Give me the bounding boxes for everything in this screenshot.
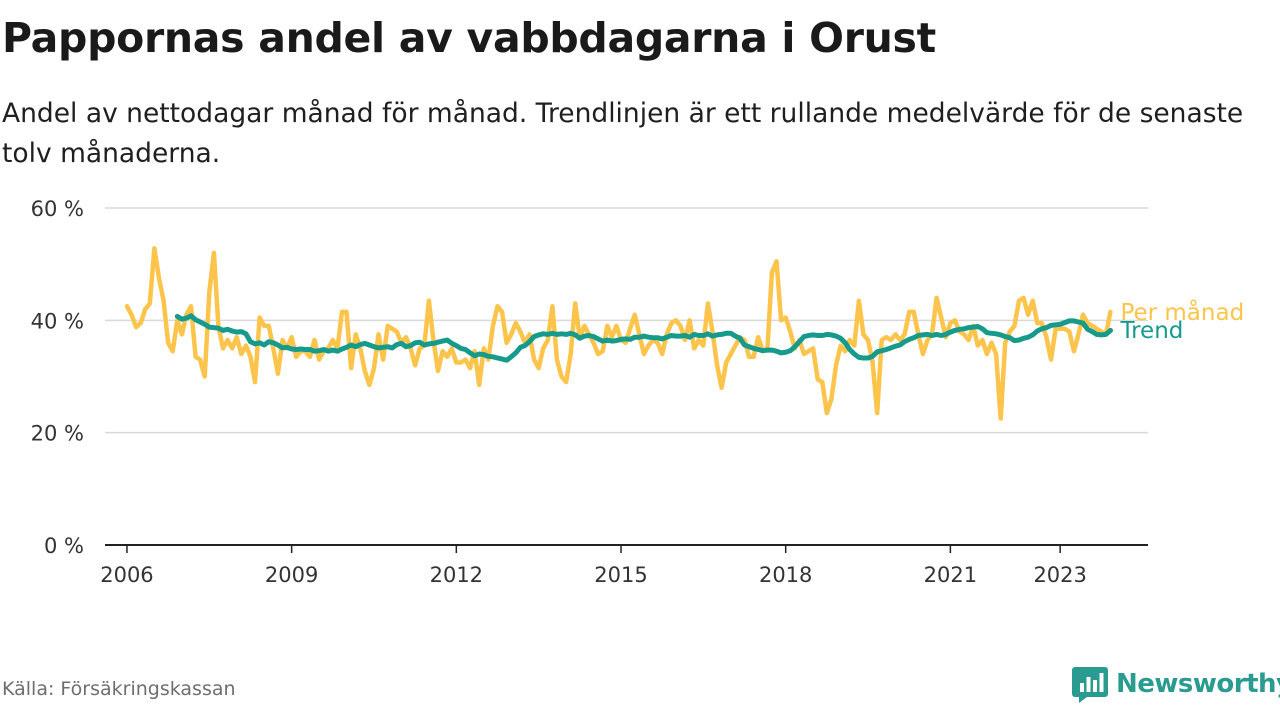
x-tick-label: 2015 <box>594 563 647 587</box>
series-label-trend: Trend <box>1119 318 1183 344</box>
x-tick-label: 2009 <box>265 563 318 587</box>
y-tick-label: 60 % <box>31 197 84 221</box>
line-chart: 0 % 20 % 40 % 60 % 2006 2009 2012 2015 2018 2021 2… <box>31 197 1245 587</box>
series-label-per-manad: Per månad <box>1120 298 1244 326</box>
bar-chart-speech-bubble-icon <box>1072 667 1108 703</box>
source-note: Källa: Försäkringskassan <box>2 678 236 700</box>
x-tick-label: 2021 <box>924 563 977 587</box>
series-line-per-manad <box>124 246 1113 421</box>
y-tick-label: 20 % <box>31 422 84 446</box>
brand-logo: Newsworthy <box>1072 664 1280 704</box>
chart-subtitle: Andel av nettodagar månad för månad. Tre… <box>2 98 1244 169</box>
series-line-trend <box>174 313 1113 363</box>
chart-title: Pappornas andel av vabbdagarna i Orust <box>2 14 936 62</box>
y-tick-label: 40 % <box>31 309 84 333</box>
x-tick-label: 2012 <box>430 563 483 587</box>
y-tick-label: 0 % <box>44 534 84 558</box>
brand-name: Newsworthy <box>1116 669 1280 699</box>
x-tick-label: 2018 <box>759 563 812 587</box>
x-tick-label: 2023 <box>1033 563 1086 587</box>
x-tick-label: 2006 <box>100 563 153 587</box>
